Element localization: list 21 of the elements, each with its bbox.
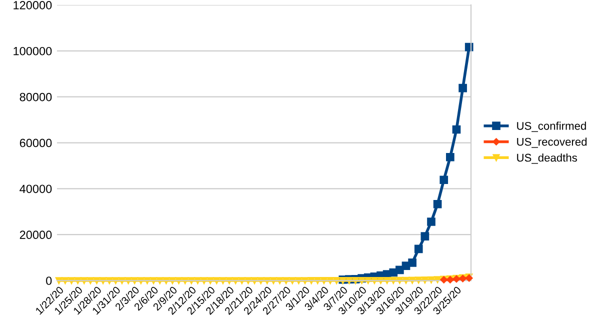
point [420,232,430,240]
y-tick-label: 80000 [20,92,52,102]
point [464,42,474,52]
point [427,218,436,226]
y-tick-label: 100000 [14,46,52,56]
point [396,266,404,274]
point [433,200,442,208]
y-tick-label: 40000 [20,184,52,194]
y-tick-label: 20000 [20,230,52,240]
point [446,152,454,162]
point [458,84,467,92]
point [440,176,448,184]
y-tick-label: 120000 [14,1,52,10]
legend-label: US_recovered [517,138,587,148]
legend-label: US_confirmed [517,122,586,132]
y-tick-label: 0 [46,276,52,285]
y-tick-label: 60000 [20,138,52,148]
point [414,244,423,254]
point [408,258,416,267]
legend-label: US_deadths [517,153,578,164]
point [452,125,461,134]
